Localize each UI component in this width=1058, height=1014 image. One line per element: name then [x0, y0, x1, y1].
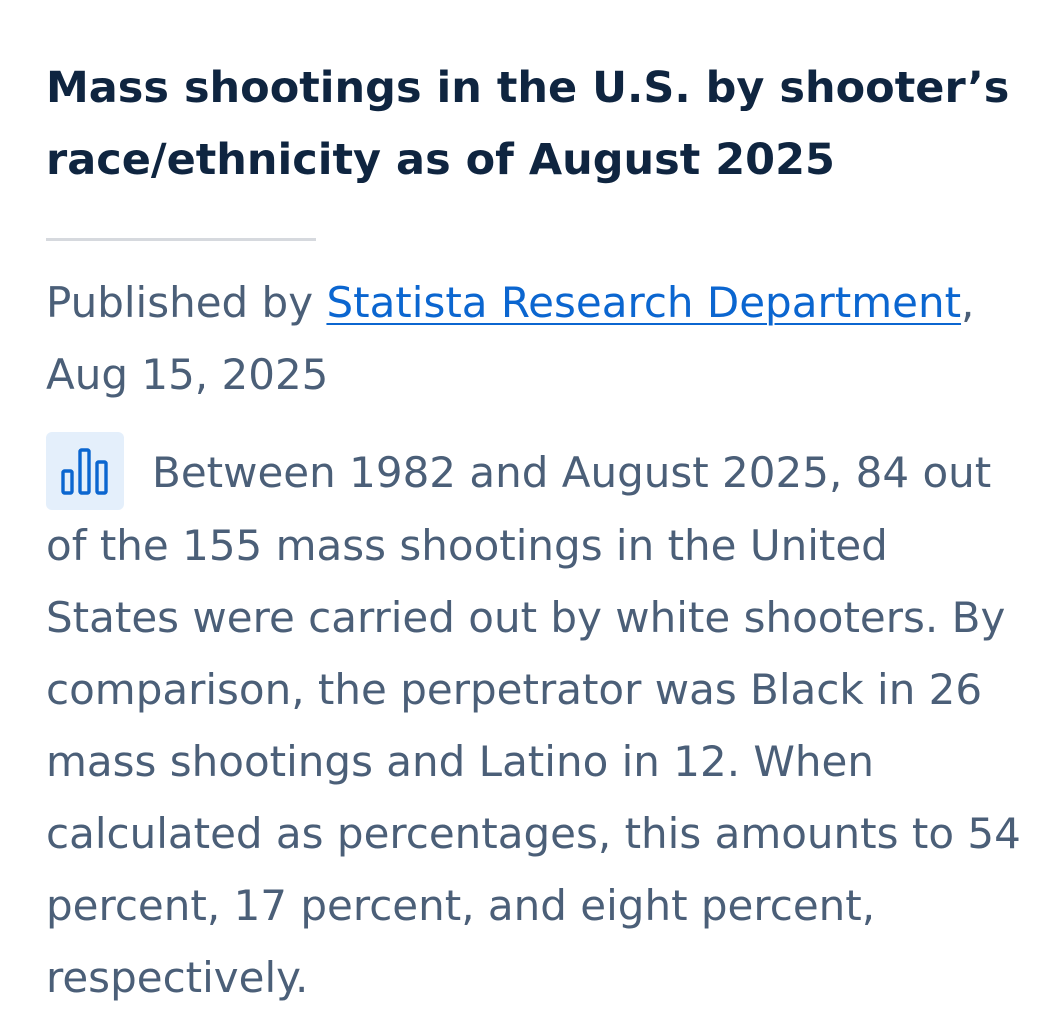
publisher-link[interactable]: Statista Research Department: [326, 278, 962, 327]
published-date: Aug 15, 2025: [46, 350, 329, 399]
description: Between 1982 and August 2025, 84 out of …: [46, 432, 1028, 1014]
page-title: Mass shootings in the U.S. by shooter’s …: [46, 63, 1010, 185]
publication-info: Published by Statista Research Departmen…: [46, 267, 1028, 411]
description-text: Between 1982 and August 2025, 84 out of …: [46, 448, 1021, 1002]
published-separator: ,: [961, 278, 975, 327]
title-divider: [46, 238, 316, 241]
bar-chart-icon: [46, 432, 124, 510]
published-prefix: Published by: [46, 278, 327, 327]
